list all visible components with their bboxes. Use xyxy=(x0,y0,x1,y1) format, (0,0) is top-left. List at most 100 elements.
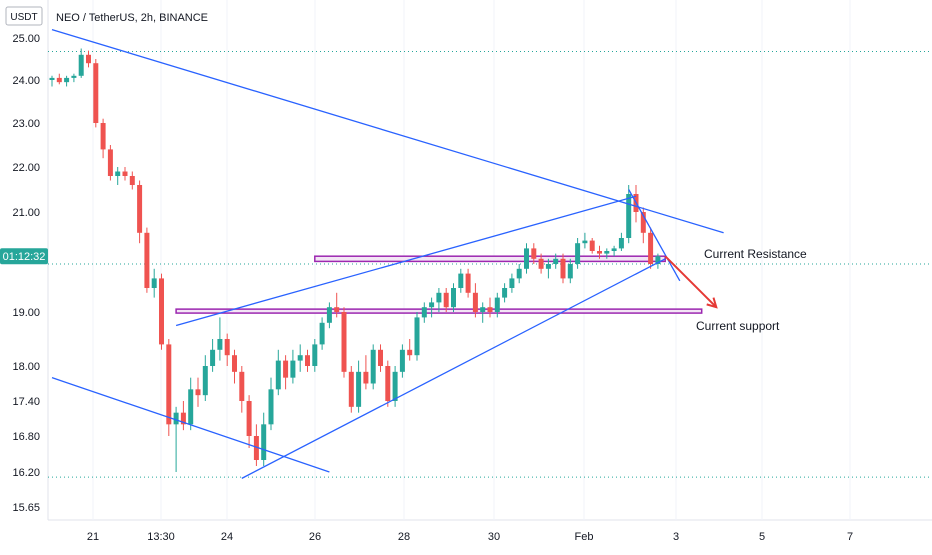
candle-body xyxy=(341,312,347,372)
candle-body xyxy=(604,251,610,254)
x-tick-label: 24 xyxy=(221,531,233,543)
trendline-3[interactable] xyxy=(175,195,637,327)
currency-badge-label: USDT xyxy=(10,12,37,23)
candle-body xyxy=(531,248,537,259)
candle-body xyxy=(545,264,551,269)
resistance-annotation[interactable]: Current Resistance xyxy=(704,247,807,261)
y-tick-label: 23.00 xyxy=(12,118,40,130)
candle-body xyxy=(648,232,654,264)
candle-body xyxy=(480,307,486,312)
candle-body xyxy=(137,185,143,233)
candle-body xyxy=(363,371,369,384)
candle-body xyxy=(188,389,194,425)
candle-body xyxy=(159,278,164,345)
candle-body xyxy=(509,278,515,288)
trendline-1[interactable] xyxy=(51,28,724,234)
support-annotation[interactable]: Current support xyxy=(696,319,780,333)
candle-body xyxy=(421,307,427,318)
candle-body xyxy=(399,349,405,372)
trendline-4[interactable] xyxy=(241,258,666,479)
currency-badge[interactable] xyxy=(5,6,43,26)
x-tick-label: 5 xyxy=(759,531,765,543)
trendlines-layer[interactable] xyxy=(51,28,724,479)
x-axis-ticks: 21 13:30 24 26 28 30 Feb 3 5 7 xyxy=(87,531,853,543)
y-tick-label: 15.65 xyxy=(12,502,40,514)
candle-body xyxy=(129,176,135,185)
candle-body xyxy=(239,371,245,401)
candle-body xyxy=(429,302,435,308)
current-price-badge xyxy=(0,248,48,265)
arrow-shaft[interactable] xyxy=(664,255,718,308)
grid-layer xyxy=(92,0,851,520)
x-tick-label: Feb xyxy=(575,531,594,543)
candle-body xyxy=(202,366,208,396)
candle-body xyxy=(414,317,420,356)
candle-body xyxy=(283,360,289,378)
candle-body xyxy=(611,248,617,251)
candle-body xyxy=(516,268,522,279)
y-axis-ticks: 25.00 24.00 23.00 22.00 21.00 19.00 18.00 17.40… xyxy=(12,33,40,514)
candle-body xyxy=(173,412,179,425)
candle-body xyxy=(618,238,624,249)
y-tick-label: 19.00 xyxy=(12,307,40,319)
candle-body xyxy=(524,248,529,269)
candle-body xyxy=(180,412,186,425)
candle-body xyxy=(640,212,646,233)
arrow-head[interactable] xyxy=(706,297,718,309)
candle-body xyxy=(312,344,318,366)
x-tick-label: 21 xyxy=(87,531,99,543)
y-tick-label: 16.80 xyxy=(12,431,40,443)
candle-body xyxy=(502,288,508,298)
candle-body xyxy=(268,389,274,425)
candle-body xyxy=(465,273,471,293)
y-tick-label: 16.20 xyxy=(12,467,40,479)
x-tick-label: 26 xyxy=(309,531,321,543)
x-tick-label: 3 xyxy=(673,531,679,543)
candle-body xyxy=(232,355,237,372)
candle-body xyxy=(297,355,303,361)
candle-body xyxy=(575,243,581,264)
candle-body xyxy=(451,288,456,308)
candle-body xyxy=(487,307,493,312)
candle-body xyxy=(115,171,121,176)
candle-body xyxy=(436,292,442,303)
y-tick-label: 18.00 xyxy=(12,361,40,373)
candle-body xyxy=(56,77,62,83)
chart-title: NEO / TetherUS, 2h, BINANCE xyxy=(56,12,208,24)
candle-body xyxy=(626,194,632,238)
candle-body xyxy=(261,424,267,460)
candle-body xyxy=(275,360,281,390)
candle-body xyxy=(144,232,150,288)
y-tick-label: 21.00 xyxy=(12,207,40,219)
candle-body xyxy=(122,171,128,176)
candle-body xyxy=(49,77,55,80)
candle-body xyxy=(253,436,259,460)
candle-body xyxy=(378,349,383,366)
projection-arrow[interactable] xyxy=(664,255,718,309)
candle-body xyxy=(370,349,376,384)
trendline-5[interactable] xyxy=(628,189,681,282)
candle-body xyxy=(348,371,354,407)
current-price-label: 01:12:32 xyxy=(3,251,46,263)
y-tick-label: 24.00 xyxy=(12,75,40,87)
candle-body xyxy=(538,258,544,269)
candle-body xyxy=(589,240,595,251)
candle-body xyxy=(319,322,325,345)
candle-body xyxy=(195,389,201,396)
candle-body xyxy=(472,292,478,312)
candle-body xyxy=(407,349,413,356)
candle-body xyxy=(246,401,252,436)
candles-layer xyxy=(49,48,661,472)
candle-body xyxy=(166,344,172,425)
candle-body xyxy=(655,256,661,264)
y-tick-label: 22.00 xyxy=(12,162,40,174)
candle-body xyxy=(385,366,391,401)
candle-body xyxy=(224,339,230,356)
candle-body xyxy=(597,251,602,254)
candle-body xyxy=(553,258,559,264)
candle-body xyxy=(71,75,77,78)
resistance-zone[interactable] xyxy=(314,255,666,263)
candle-body xyxy=(64,77,70,83)
